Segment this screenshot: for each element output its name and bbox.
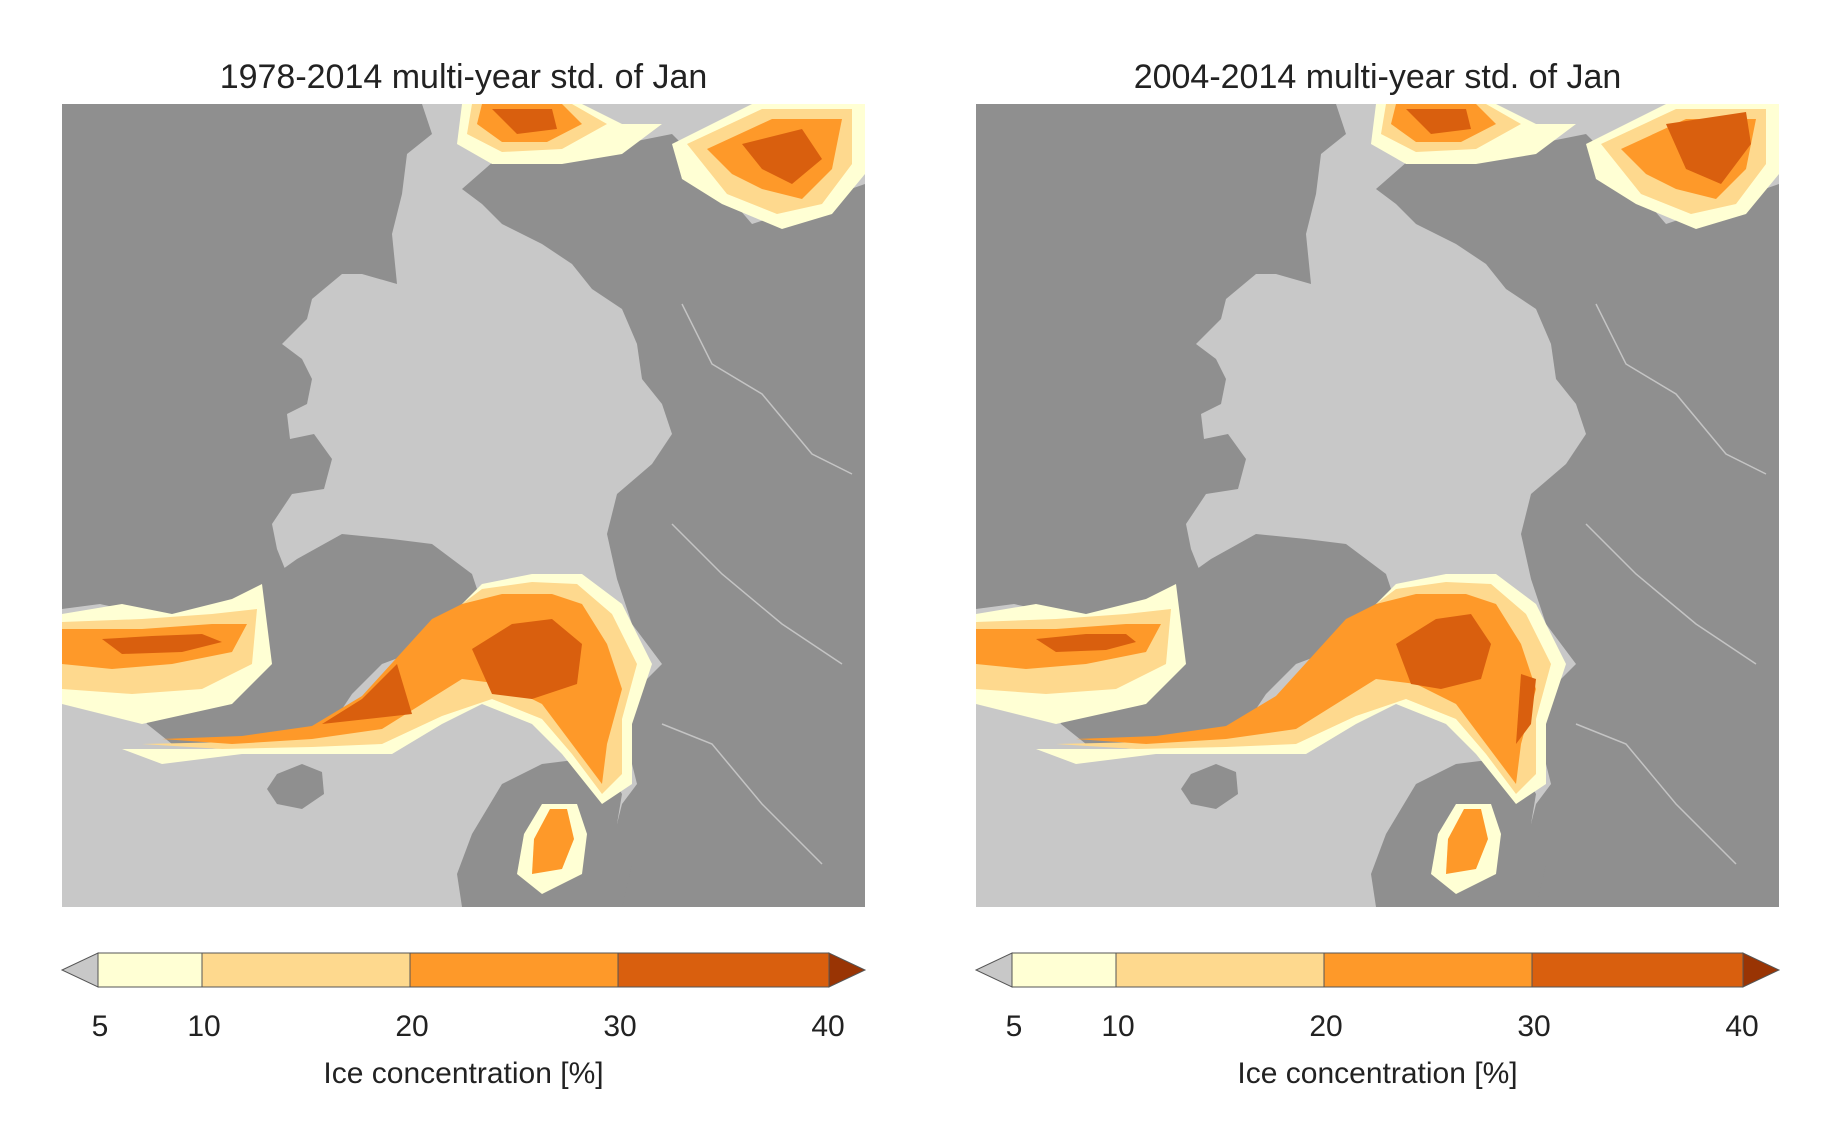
colorbar-tick: 5 — [1005, 1010, 1023, 1043]
colorbar-extend-high — [1742, 952, 1781, 988]
colorbar-bin — [1531, 952, 1744, 988]
colorbar-extend-low — [60, 952, 99, 988]
colorbar — [974, 952, 1781, 988]
arctic-map — [976, 104, 1779, 907]
colorbar-bin — [1011, 952, 1117, 988]
land-siberia — [1376, 134, 1779, 907]
colorbar-label: Ice concentration [%] — [323, 1057, 604, 1090]
rivers — [661, 303, 853, 865]
panel-2004-2014: 2004-2014 multi-year std. of Jan — [914, 0, 1814, 1146]
colorbar-bin — [1323, 952, 1533, 988]
colorbar-extend-high — [828, 952, 867, 988]
map-title: 2004-2014 multi-year std. of Jan — [1133, 58, 1622, 96]
ice-std-contours — [976, 104, 1779, 894]
colorbar-tick: 30 — [1517, 1010, 1551, 1043]
colorbar-tick: 30 — [603, 1010, 637, 1043]
colorbar-bin — [1115, 952, 1325, 988]
colorbar-bin — [409, 952, 619, 988]
colorbar — [60, 952, 867, 988]
colorbar-tick: 5 — [91, 1010, 109, 1043]
colorbar-tick: 20 — [1309, 1010, 1343, 1043]
colorbar-extend-low — [974, 952, 1013, 988]
colorbar-bin — [201, 952, 411, 988]
panel-1978-2014: 1978-2014 multi-year std. of Jan — [0, 0, 900, 1146]
colorbar-label: Ice concentration [%] — [1237, 1057, 1518, 1090]
colorbar-tick: 20 — [395, 1010, 429, 1043]
map-title: 1978-2014 multi-year std. of Jan — [219, 58, 708, 96]
colorbar-tick: 10 — [187, 1010, 221, 1043]
colorbar-tick: 40 — [811, 1010, 845, 1043]
arctic-map — [62, 104, 865, 907]
rivers — [1575, 303, 1767, 865]
land-iceland — [267, 764, 324, 809]
land-alaska-canada — [976, 104, 1346, 624]
colorbar-bin — [97, 952, 203, 988]
colorbar-tick: 10 — [1101, 1010, 1135, 1043]
land-iceland — [1181, 764, 1238, 809]
colorbar-tick: 40 — [1725, 1010, 1759, 1043]
land-alaska-canada — [62, 104, 432, 624]
colorbar-bin — [617, 952, 830, 988]
ice-std-contours — [62, 104, 865, 894]
land-siberia — [462, 134, 865, 907]
